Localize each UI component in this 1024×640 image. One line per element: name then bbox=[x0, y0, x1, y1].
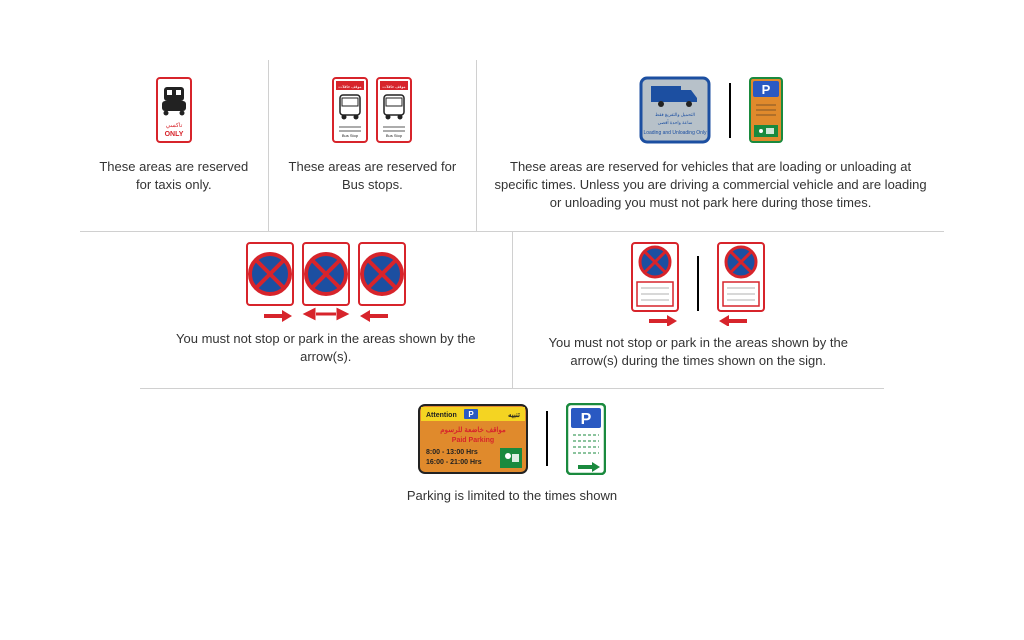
bus-sign-area: موقف حافلات Bus Stop موقف حافلات bbox=[332, 70, 412, 150]
svg-text:8:00 - 13:00 Hrs: 8:00 - 13:00 Hrs bbox=[426, 449, 478, 456]
svg-text:مواقف خاضعة للرسوم: مواقف خاضعة للرسوم bbox=[440, 426, 506, 434]
svg-text:Loading and Unloading Only: Loading and Unloading Only bbox=[643, 130, 707, 136]
svg-text:P: P bbox=[761, 82, 770, 97]
paid-sign-area: Attention P تنبيه مواقف خاضعة للرسوم Pai… bbox=[418, 399, 606, 479]
cell-bus: موقف حافلات Bus Stop موقف حافلات bbox=[269, 60, 478, 231]
loading-desc: These areas are reserved for vehicles th… bbox=[491, 158, 930, 213]
nostop-sign-area bbox=[246, 242, 406, 322]
svg-text:موقف حافلات: موقف حافلات bbox=[383, 84, 406, 89]
separator bbox=[697, 256, 699, 311]
cell-taxi: تاكسي ONLY These areas are reserved for … bbox=[80, 60, 269, 231]
paid-parking-sign-icon: Attention P تنبيه مواقف خاضعة للرسوم Pai… bbox=[418, 404, 528, 474]
svg-text:ساعة واحدة أقصى: ساعة واحدة أقصى bbox=[657, 118, 692, 126]
svg-text:موقف حافلات: موقف حافلات bbox=[339, 84, 362, 89]
no-stop-right-sign-icon bbox=[246, 242, 294, 322]
paid-desc: Parking is limited to the times shown bbox=[407, 487, 617, 505]
svg-text:Bus Stop: Bus Stop bbox=[342, 133, 359, 138]
parking-green-sign-icon: P bbox=[566, 403, 606, 475]
row-2: You must not stop or park in the areas s… bbox=[140, 232, 884, 389]
nostop-times-desc: You must not stop or park in the areas s… bbox=[527, 334, 871, 370]
parking-orange-sign-icon: P bbox=[749, 77, 783, 143]
svg-text:Bus Stop: Bus Stop bbox=[386, 133, 403, 138]
no-stop-left-sign-icon bbox=[358, 242, 406, 322]
row-1: تاكسي ONLY These areas are reserved for … bbox=[80, 60, 944, 232]
cell-nostop: You must not stop or park in the areas s… bbox=[140, 232, 513, 388]
svg-text:تنبيه: تنبيه bbox=[508, 412, 520, 419]
no-stop-both-sign-icon bbox=[302, 242, 350, 322]
loading-truck-sign-icon: التحميل والتفريغ فقط ساعة واحدة أقصى Loa… bbox=[639, 76, 711, 144]
separator bbox=[729, 83, 731, 138]
cell-nostop-times: You must not stop or park in the areas s… bbox=[513, 232, 885, 388]
no-stop-times-left-sign-icon bbox=[717, 242, 765, 326]
svg-text:P: P bbox=[581, 411, 592, 428]
bus-desc: These areas are reserved for Bus stops. bbox=[283, 158, 463, 194]
taxi-sign-area: تاكسي ONLY bbox=[156, 70, 192, 150]
bus-stop-sign-icon: موقف حافلات Bus Stop bbox=[376, 77, 412, 143]
svg-text:ONLY: ONLY bbox=[164, 131, 183, 138]
separator bbox=[546, 411, 548, 466]
no-stop-times-right-sign-icon bbox=[631, 242, 679, 326]
cell-paid-parking: Attention P تنبيه مواقف خاضعة للرسوم Pai… bbox=[212, 389, 812, 523]
svg-text:Attention: Attention bbox=[426, 412, 457, 419]
svg-text:16:00 - 21:00 Hrs: 16:00 - 21:00 Hrs bbox=[426, 459, 482, 466]
nostop-times-sign-area bbox=[631, 242, 765, 326]
svg-text:تاكسي: تاكسي bbox=[165, 122, 182, 129]
nostop-desc: You must not stop or park in the areas s… bbox=[154, 330, 498, 366]
row-3: Attention P تنبيه مواقف خاضعة للرسوم Pai… bbox=[80, 389, 944, 523]
svg-text:P: P bbox=[468, 410, 474, 419]
svg-text:Paid Parking: Paid Parking bbox=[452, 437, 494, 444]
taxi-only-sign-icon: تاكسي ONLY bbox=[156, 77, 192, 143]
bus-stop-sign-icon: موقف حافلات Bus Stop bbox=[332, 77, 368, 143]
taxi-desc: These areas are reserved for taxis only. bbox=[94, 158, 254, 194]
cell-loading: التحميل والتفريغ فقط ساعة واحدة أقصى Loa… bbox=[477, 60, 944, 231]
loading-sign-area: التحميل والتفريغ فقط ساعة واحدة أقصى Loa… bbox=[639, 70, 783, 150]
